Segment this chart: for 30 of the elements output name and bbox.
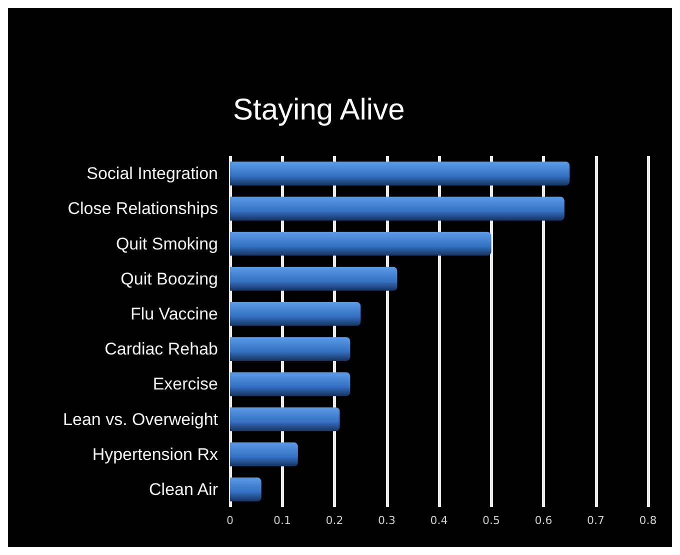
- y-tick-label: Cardiac Rehab: [104, 340, 218, 359]
- x-tick-label: 0.2: [326, 514, 344, 527]
- y-tick-label: Quit Smoking: [116, 234, 218, 254]
- bar: [230, 337, 350, 361]
- x-tick-label: 0.6: [534, 514, 552, 527]
- bar: [230, 407, 340, 432]
- chart-title: Staying Alive: [233, 94, 405, 126]
- bar: [230, 196, 564, 221]
- x-tick-label: 0.1: [274, 514, 291, 527]
- bar: [230, 372, 350, 396]
- x-tick-label: 0.8: [639, 514, 657, 527]
- y-tick-label: Quit Boozing: [120, 269, 218, 288]
- y-tick-label: Lean vs. Overweight: [63, 410, 218, 429]
- x-tick-label: 0.5: [482, 514, 500, 527]
- bar: [230, 478, 262, 502]
- x-tick-label: 0.4: [430, 514, 448, 527]
- x-tick-label: 0.3: [378, 514, 396, 527]
- bar: [230, 232, 492, 256]
- x-tick-label: 0: [226, 514, 234, 527]
- x-tick-label: 0.7: [587, 514, 604, 527]
- bar: [230, 266, 398, 291]
- bar: [230, 302, 361, 326]
- y-tick-label: Clean Air: [149, 480, 218, 499]
- y-tick-label: Flu Vaccine: [130, 304, 218, 324]
- y-tick-label: Social Integration: [86, 164, 218, 184]
- y-tick-label: Exercise: [152, 374, 218, 394]
- y-tick-label: Close Relationships: [68, 199, 218, 218]
- bar: [230, 442, 298, 466]
- y-tick-label: Hypertension Rx: [92, 444, 218, 464]
- bar: [230, 162, 570, 186]
